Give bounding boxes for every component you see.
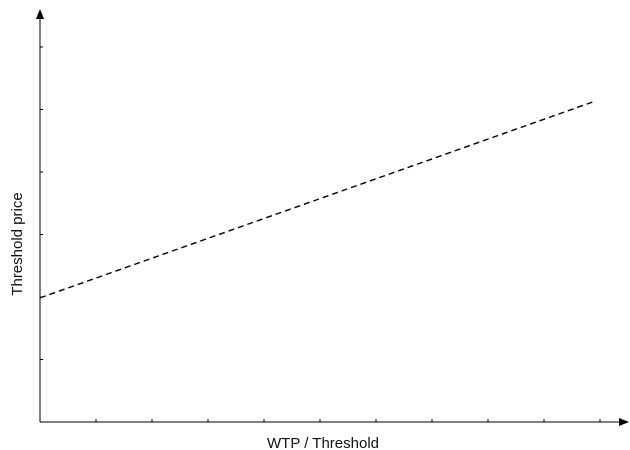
series-group (39, 100, 597, 299)
x-axis-label: WTP / Threshold (267, 435, 379, 450)
series-line-0 (39, 100, 597, 299)
y-axis-label: Threshold price (9, 192, 26, 295)
x-ticks (95, 419, 601, 422)
